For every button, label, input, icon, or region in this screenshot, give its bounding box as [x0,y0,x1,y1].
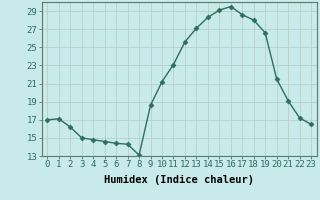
X-axis label: Humidex (Indice chaleur): Humidex (Indice chaleur) [104,175,254,185]
